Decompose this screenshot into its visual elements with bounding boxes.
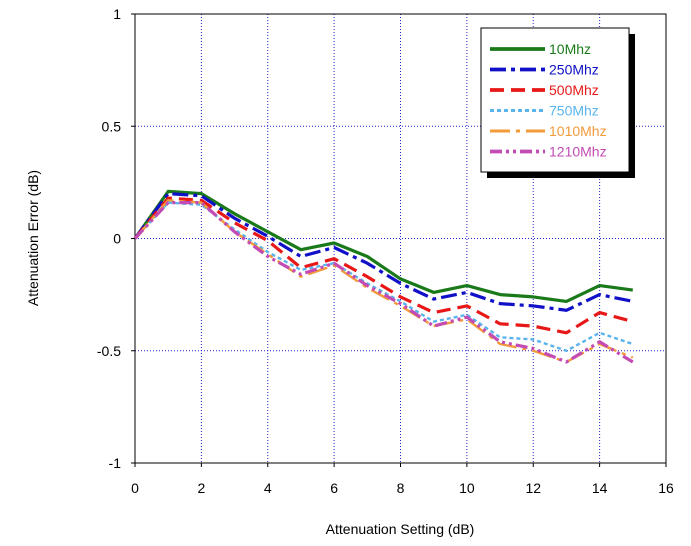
x-tick-label: 16 <box>658 480 674 496</box>
series-line-1010Mhz <box>134 199 634 364</box>
x-tick-label: 6 <box>330 480 338 496</box>
x-tick-label: 14 <box>592 480 608 496</box>
x-tick-label: 0 <box>131 480 139 496</box>
legend-label: 10Mhz <box>549 41 591 57</box>
legend-box <box>480 27 630 173</box>
legend: 10Mhz 250Mhz 500Mhz 750Mhz 1010Mhz 1210Mhz <box>480 27 635 178</box>
y-tick-label: -1 <box>109 455 122 471</box>
tick-labels: 0 2 4 6 8 10 12 14 16 -1 -0.5 0 0.5 1 <box>97 6 674 496</box>
series-line-750Mhz <box>134 201 634 352</box>
series-line-1210Mhz <box>133 201 634 364</box>
series-lines <box>133 189 634 364</box>
legend-label: 750Mhz <box>549 103 599 119</box>
legend-label: 1010Mhz <box>549 123 607 139</box>
x-tick-label: 12 <box>525 480 541 496</box>
x-tick-label: 8 <box>397 480 405 496</box>
x-axis-title: Attenuation Setting (dB) <box>326 521 475 537</box>
y-tick-label: 0.5 <box>102 118 122 134</box>
x-tick-label: 2 <box>197 480 205 496</box>
series-line-250Mhz <box>133 192 634 312</box>
y-tick-label: -0.5 <box>97 343 121 359</box>
y-tick-label: 0 <box>113 231 121 247</box>
y-axis-title: Attenuation Error (dB) <box>25 170 41 306</box>
legend-label: 250Mhz <box>549 62 599 78</box>
legend-label: 1210Mhz <box>549 144 607 160</box>
legend-label: 500Mhz <box>549 82 599 98</box>
x-tick-label: 4 <box>264 480 272 496</box>
x-tick-label: 10 <box>459 480 475 496</box>
y-tick-label: 1 <box>113 6 121 22</box>
series-line-500Mhz <box>133 196 634 335</box>
series-line-10Mhz <box>133 189 634 303</box>
